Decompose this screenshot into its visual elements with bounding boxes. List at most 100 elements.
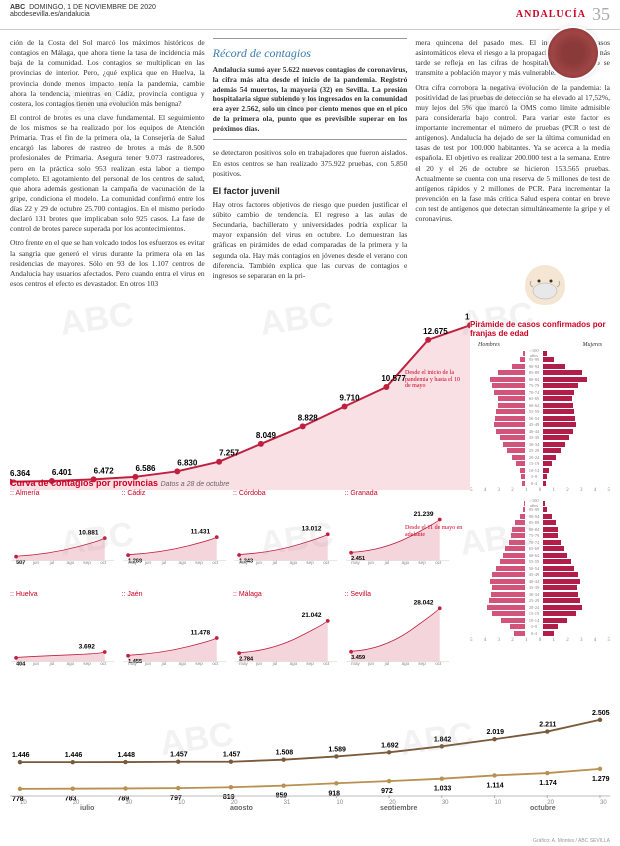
svg-text:may: may — [128, 560, 137, 565]
header-left: ABC DOMINGO, 1 DE NOVIEMBRE DE 2020 abcd… — [10, 4, 156, 25]
svg-text:jun: jun — [32, 661, 40, 666]
svg-text:ago: ago — [66, 661, 74, 666]
svg-text:11.431: 11.431 — [190, 528, 210, 535]
svg-text:sep: sep — [306, 661, 314, 666]
svg-text:1.446: 1.446 — [65, 752, 83, 759]
svg-text:julio: julio — [79, 805, 94, 810]
svg-text:2.505: 2.505 — [592, 710, 610, 717]
province-chart-sevilla: Sevilla3.45928.042mayjunjulagosepoct — [345, 591, 451, 686]
svg-text:8.828: 8.828 — [298, 413, 319, 422]
svg-text:10: 10 — [495, 800, 502, 806]
svg-text:jun: jun — [366, 560, 374, 565]
svg-text:21.239: 21.239 — [413, 511, 433, 518]
svg-text:jul: jul — [272, 560, 278, 565]
svg-text:ago: ago — [401, 560, 409, 565]
svg-text:10: 10 — [20, 800, 27, 806]
svg-text:1.446: 1.446 — [12, 752, 30, 759]
svg-text:jul: jul — [160, 661, 166, 666]
svg-text:30: 30 — [600, 800, 607, 806]
svg-text:sep: sep — [306, 560, 314, 565]
svg-text:sep: sep — [83, 560, 91, 565]
svg-text:jun: jun — [255, 560, 263, 565]
svg-text:1.033: 1.033 — [434, 786, 452, 793]
svg-text:1.279: 1.279 — [592, 776, 610, 783]
svg-text:30: 30 — [442, 800, 449, 806]
svg-text:sep: sep — [195, 661, 203, 666]
svg-text:sep: sep — [195, 560, 203, 565]
province-chart-málaga: Málaga2.78421.042mayjunjulagosepoct — [233, 591, 339, 686]
column-1: ción de la Costa del Sol marcó los máxim… — [10, 38, 205, 293]
province-chart-jaén: Jaén1.45511.478mayjunjulagosepoct — [122, 591, 228, 686]
highlight-box: Récord de contagios Andalucía sumó ayer … — [213, 38, 408, 140]
bottom-lines-chart: 1.4461.4461.4481.4571.4571.5081.5891.692… — [10, 700, 610, 810]
svg-text:jun: jun — [366, 661, 374, 666]
svg-text:10: 10 — [178, 800, 185, 806]
box-text: Andalucía sumó ayer 5.622 nuevos contagi… — [213, 65, 408, 133]
svg-text:ago: ago — [66, 560, 74, 565]
virus-icon — [538, 18, 608, 88]
svg-text:jul: jul — [49, 560, 55, 565]
c2-subhead: El factor juvenil — [213, 185, 408, 197]
svg-text:may: may — [16, 661, 25, 666]
svg-text:ago: ago — [178, 560, 186, 565]
svg-text:7.257: 7.257 — [219, 449, 240, 458]
legend-female: Mujeres — [583, 342, 602, 348]
svg-text:jun: jun — [32, 560, 40, 565]
box-title: Récord de contagios — [213, 45, 408, 61]
svg-text:6.472: 6.472 — [94, 466, 115, 475]
svg-text:6.401: 6.401 — [52, 468, 73, 477]
svg-text:21.042: 21.042 — [302, 612, 322, 619]
svg-text:6.586: 6.586 — [135, 464, 156, 473]
svg-text:972: 972 — [381, 788, 393, 795]
svg-text:jul: jul — [160, 560, 166, 565]
svg-text:oct: oct — [323, 560, 330, 565]
svg-text:1.114: 1.114 — [487, 782, 504, 789]
svg-text:12.675: 12.675 — [423, 327, 448, 336]
column-2: Récord de contagios Andalucía sumó ayer … — [213, 38, 408, 293]
svg-text:jun: jun — [143, 560, 151, 565]
svg-text:jul: jul — [383, 661, 389, 666]
main-curve-chart: 6.3646.4016.4726.5866.8307.2578.0498.828… — [10, 310, 470, 490]
svg-text:1.589: 1.589 — [328, 746, 346, 753]
province-chart-cádiz: Cádiz1.26911.431mayjunjulagosepoct — [122, 490, 228, 585]
svg-text:1.508: 1.508 — [276, 750, 294, 757]
svg-text:oct: oct — [100, 560, 107, 565]
svg-text:jul: jul — [272, 661, 278, 666]
svg-text:may: may — [351, 661, 360, 666]
svg-text:2.211: 2.211 — [539, 722, 556, 729]
svg-text:may: may — [239, 560, 248, 565]
c1p1: ción de la Costa del Sol marcó los máxim… — [10, 38, 205, 109]
svg-text:jun: jun — [143, 661, 151, 666]
header-date: DOMINGO, 1 DE NOVIEMBRE DE 2020 — [29, 4, 156, 11]
c1p2: El control de brotes es una clave fundam… — [10, 113, 205, 235]
svg-text:jul: jul — [49, 661, 55, 666]
svg-text:1.692: 1.692 — [381, 742, 399, 749]
province-chart-almería: Almería50710.881mayjunjulagosepoct — [10, 490, 116, 585]
svg-text:1.457: 1.457 — [223, 752, 241, 759]
province-chart-huelva: Huelva4043.692mayjunjulagosepoct — [10, 591, 116, 686]
svg-text:28.042: 28.042 — [413, 600, 433, 607]
provinces-chart-title: Curva de contagios por provincias Datos … — [10, 478, 229, 488]
svg-text:ago: ago — [178, 661, 186, 666]
pyramid-note-a: Desde el inicio de la pandemia y hasta e… — [405, 370, 465, 390]
face-mask-icon — [525, 265, 565, 305]
svg-text:oct: oct — [435, 661, 442, 666]
svg-text:10: 10 — [336, 800, 343, 806]
svg-text:sep: sep — [83, 661, 91, 666]
pyramid-period-b: >100 años95-9990-9485-8980-8475-7970-746… — [470, 500, 610, 640]
c1p3: Otro frente en el que se han volcado tod… — [10, 238, 205, 289]
svg-text:oct: oct — [435, 560, 442, 565]
svg-text:6.830: 6.830 — [177, 458, 198, 467]
svg-text:may: may — [351, 560, 360, 565]
svg-text:sep: sep — [418, 661, 426, 666]
svg-text:10.577: 10.577 — [381, 374, 406, 383]
svg-text:8.049: 8.049 — [256, 431, 277, 440]
svg-text:oct: oct — [100, 661, 107, 666]
svg-text:oct: oct — [212, 560, 219, 565]
article-columns: ción de la Costa del Sol marcó los máxim… — [0, 30, 620, 293]
province-chart-córdoba: Córdoba1.34313.012mayjunjulagosepoct — [233, 490, 339, 585]
svg-text:ago: ago — [289, 560, 297, 565]
svg-text:13.012: 13.012 — [302, 526, 322, 533]
svg-text:jul: jul — [383, 560, 389, 565]
svg-text:2.019: 2.019 — [487, 729, 505, 736]
